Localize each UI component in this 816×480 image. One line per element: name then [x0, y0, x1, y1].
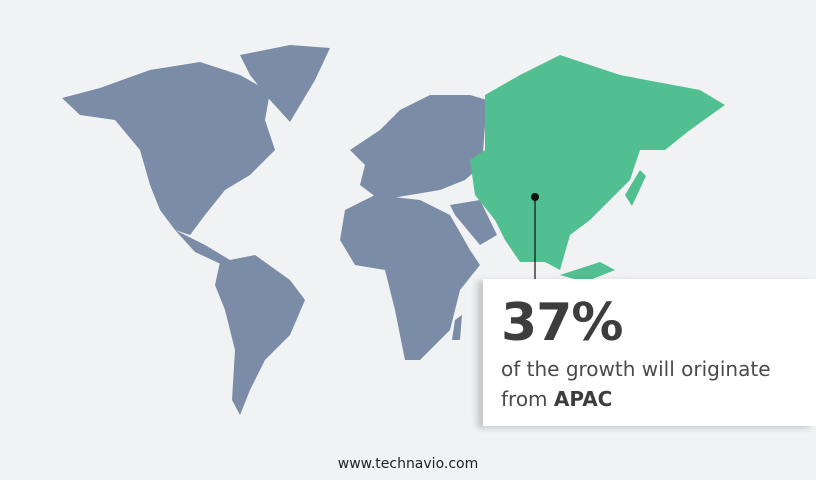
stat-callout: 37% of the growth will originate from AP… — [483, 279, 816, 426]
asia-apac-region — [470, 55, 725, 270]
callout-text-line2: from APAC — [501, 387, 612, 411]
south-america — [215, 255, 305, 415]
madagascar — [452, 315, 462, 340]
greenland — [240, 45, 330, 122]
region-name: APAC — [553, 387, 613, 411]
africa — [340, 195, 480, 360]
callout-text-prefix: from — [501, 387, 554, 411]
middle-east — [450, 200, 497, 245]
growth-percentage: 37% — [501, 293, 623, 353]
central-america — [175, 230, 230, 266]
europe — [350, 95, 487, 200]
southeast-asia-islands — [560, 262, 615, 282]
japan — [625, 170, 646, 206]
footer-url: www.technavio.com — [337, 456, 479, 472]
callout-pointer-dot — [531, 193, 539, 201]
callout-text-line1: of the growth will originate — [501, 357, 771, 381]
north-america — [62, 62, 275, 235]
